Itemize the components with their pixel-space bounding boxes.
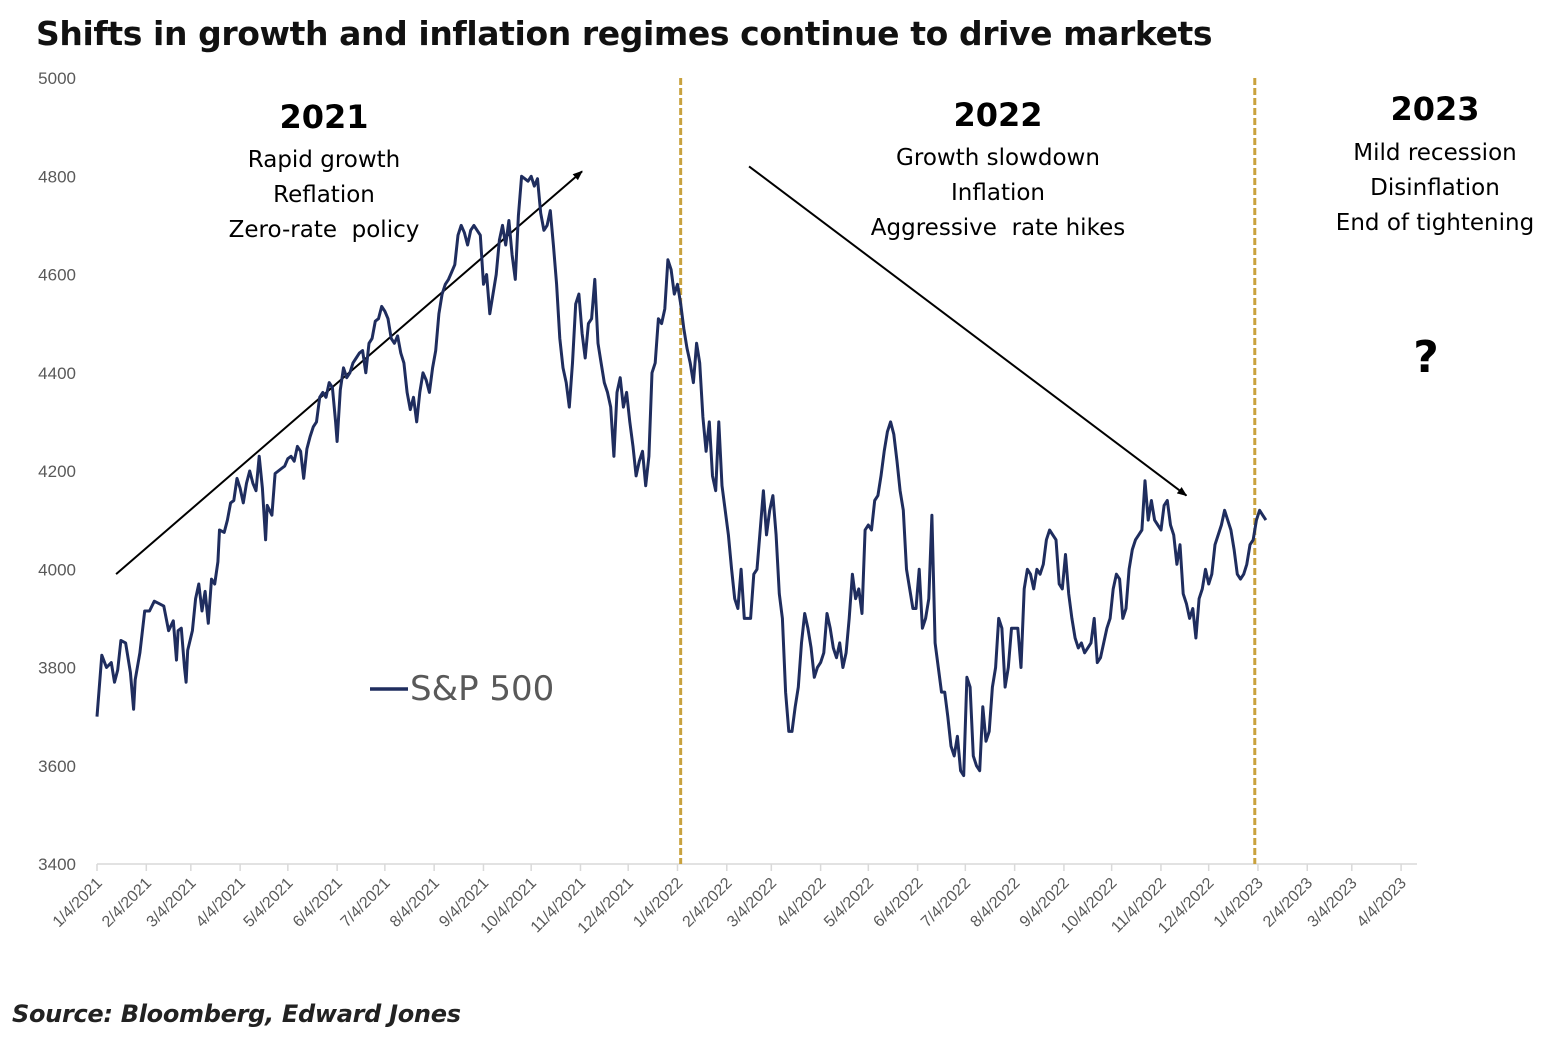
chart-svg: 3400 3600 3800 4000 4200 4400 4600 4800 5000 1/4… [38, 69, 1534, 937]
y-tick-label: 4000 [38, 560, 76, 579]
legend-label: S&P 500 [410, 669, 554, 709]
x-tick-label: 4/4/2023 [1354, 875, 1410, 931]
x-tick-label: 1/4/2022 [630, 875, 686, 931]
y-tick-label: 3600 [38, 757, 76, 776]
regime-dividers [679, 78, 1257, 864]
annotation-2022-year: 2022 [953, 96, 1042, 134]
x-tick-label: 1/4/2023 [1211, 875, 1267, 931]
annotation-2023-line3: End of tightening [1336, 210, 1534, 236]
y-tick-label: 4800 [38, 167, 76, 186]
x-tick-label: 5/4/2021 [241, 875, 297, 931]
annotation-2023-line1: Mild recession [1353, 140, 1516, 166]
series-layer [95, 174, 1268, 778]
annotation-2021-line2: Reflation [273, 182, 375, 208]
annotation-2022-line1: Growth slowdown [896, 145, 1100, 171]
annotation-2022-line3: Aggressive rate hikes [871, 215, 1125, 241]
annotation-2021-year: 2021 [279, 98, 368, 136]
annotation-2022-line2: Inflation [951, 180, 1045, 206]
x-tick-label: 7/4/2022 [918, 875, 974, 931]
annotation-2022: 2022 Growth slowdown Inflation Aggressiv… [871, 96, 1125, 241]
question-mark: ? [1413, 332, 1439, 383]
x-tick-label: 1/4/2021 [50, 875, 106, 931]
annotation-2023: 2023 Mild recession Disinflation End of … [1336, 90, 1534, 383]
source-note: Source: Bloomberg, Edward Jones [12, 1000, 461, 1028]
annotation-2021-line1: Rapid growth [248, 147, 401, 173]
y-tick-label: 5000 [38, 69, 76, 88]
y-axis: 3400 3600 3800 4000 4200 4400 4600 4800 5000 [38, 69, 76, 874]
x-tick-label: 4/4/2022 [773, 875, 829, 931]
y-tick-label: 4600 [38, 266, 76, 285]
x-tick-label: 3/4/2022 [724, 875, 780, 931]
y-tick-label: 3400 [38, 855, 76, 874]
x-tick-label: 8/4/2021 [387, 875, 443, 931]
annotation-2023-line2: Disinflation [1370, 175, 1500, 201]
legend: S&P 500 [370, 669, 554, 709]
y-tick-label: 4200 [38, 462, 76, 481]
x-tick-label: 5/4/2022 [821, 875, 877, 931]
x-tick-label: 8/4/2022 [967, 875, 1023, 931]
x-tick-label: 6/4/2021 [290, 875, 346, 931]
annotation-2023-year: 2023 [1390, 90, 1479, 128]
annotation-2021-line3: Zero-rate policy [229, 217, 420, 243]
y-tick-label: 4400 [38, 364, 76, 383]
x-tick-label: 3/4/2023 [1305, 875, 1361, 931]
series-line-sp500 [95, 174, 1268, 778]
x-tick-label: 4/4/2021 [193, 875, 249, 931]
chart-title: Shifts in growth and inflation regimes c… [36, 14, 1213, 53]
x-tick-label: 7/4/2021 [338, 875, 394, 931]
annotation-2021: 2021 Rapid growth Reflation Zero-rate po… [229, 98, 420, 243]
x-tick-label: 3/4/2021 [144, 875, 200, 931]
x-axis: 1/4/20212/4/20213/4/20214/4/20215/4/2021… [50, 863, 1417, 937]
trend-arrow [748, 165, 1188, 497]
x-tick-label: 6/4/2022 [870, 875, 926, 931]
y-tick-label: 3800 [38, 659, 76, 678]
